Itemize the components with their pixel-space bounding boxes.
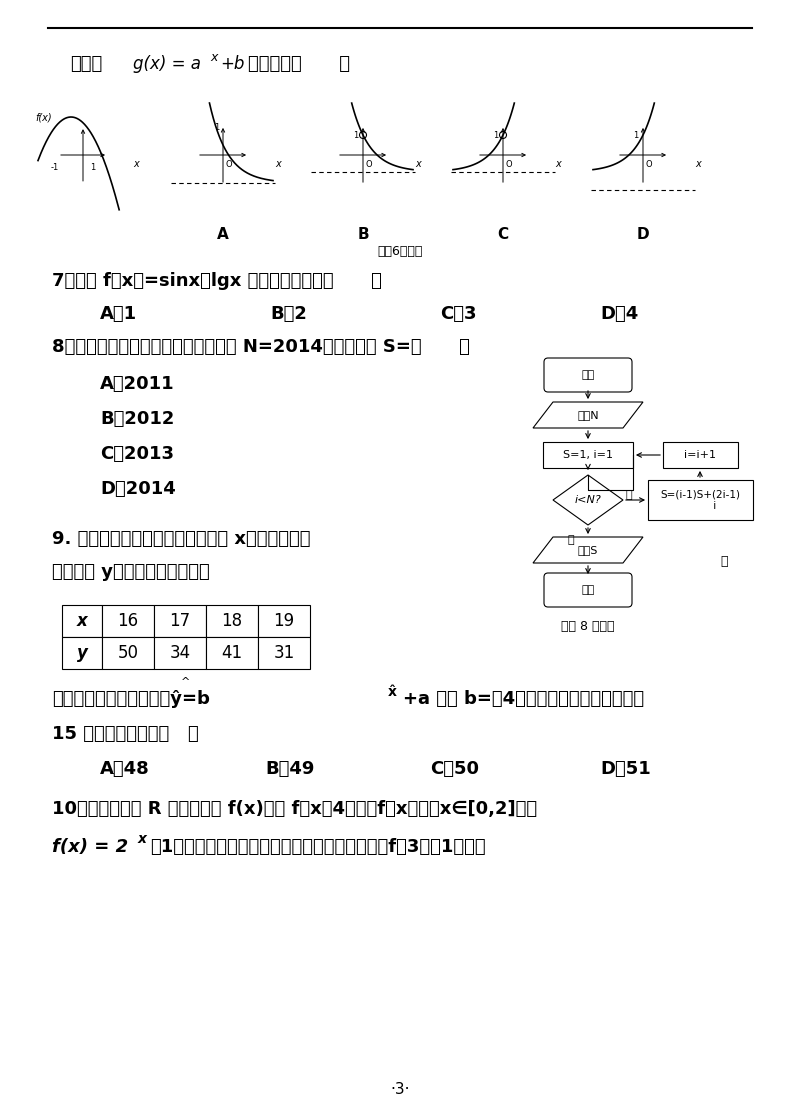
Text: 15 元时，销售量为（   ）: 15 元时，销售量为（ ）: [52, 725, 198, 743]
Text: （第 8 题图）: （第 8 题图）: [562, 620, 614, 633]
Text: 19: 19: [274, 612, 294, 630]
Text: x: x: [415, 160, 421, 170]
Text: 的销售量 y（个）统计如下表：: 的销售量 y（个）统计如下表：: [52, 563, 210, 581]
Text: C: C: [498, 227, 509, 242]
Bar: [543, 442, 633, 468]
Text: 是: 是: [720, 555, 727, 568]
Text: A．2011: A．2011: [100, 375, 174, 393]
Text: A: A: [217, 227, 229, 242]
Bar: [206, 605, 258, 637]
Bar: [62, 637, 102, 669]
Text: 结束: 结束: [582, 585, 594, 595]
Text: －1，甲、乙、丙、丁四位同学有下列结论：甲：f（3）＝1；乙：: －1，甲、乙、丙、丁四位同学有下列结论：甲：f（3）＝1；乙：: [150, 838, 486, 856]
Text: 1: 1: [90, 163, 96, 172]
Text: 输出S: 输出S: [578, 545, 598, 555]
Text: x: x: [555, 160, 561, 170]
Bar: [206, 637, 258, 669]
Text: B: B: [357, 227, 369, 242]
Bar: [647, 480, 753, 520]
Bar: [154, 637, 206, 669]
Text: D．4: D．4: [600, 305, 638, 324]
Bar: [62, 605, 102, 637]
Text: 1: 1: [493, 131, 498, 140]
Text: 的图像是（      ）: 的图像是（ ）: [248, 55, 350, 73]
Text: 18: 18: [222, 612, 242, 630]
Text: 8、执行如图所示的程序框图，输入的 N=2014，则输出的 S=（      ）: 8、执行如图所示的程序框图，输入的 N=2014，则输出的 S=（ ）: [52, 338, 470, 356]
Text: +b: +b: [220, 55, 244, 73]
Text: 1: 1: [353, 131, 358, 140]
Text: i=i+1: i=i+1: [684, 450, 716, 460]
Bar: [258, 605, 310, 637]
Text: y: y: [77, 644, 87, 661]
Text: x: x: [133, 160, 138, 170]
Text: 是: 是: [626, 490, 633, 500]
Text: g(x) = a: g(x) = a: [133, 55, 201, 73]
Text: C．50: C．50: [430, 760, 479, 778]
Text: D．2014: D．2014: [100, 480, 176, 497]
Polygon shape: [533, 537, 643, 563]
Text: f(x) = 2: f(x) = 2: [52, 838, 128, 856]
Text: D: D: [637, 227, 650, 242]
Text: ^: ^: [182, 677, 190, 687]
Text: x: x: [275, 160, 281, 170]
Text: f(x): f(x): [35, 113, 52, 123]
Text: 16: 16: [118, 612, 138, 630]
FancyBboxPatch shape: [544, 573, 632, 607]
Text: x: x: [210, 51, 218, 64]
Text: 31: 31: [274, 644, 294, 661]
Text: 34: 34: [170, 644, 190, 661]
Text: C．3: C．3: [440, 305, 477, 324]
Text: O: O: [226, 160, 233, 170]
Text: 7．函数 f（x）=sinx－lgx 的零点有个数为（      ）: 7．函数 f（x）=sinx－lgx 的零点有个数为（ ）: [52, 271, 382, 290]
Text: O: O: [366, 160, 373, 170]
Polygon shape: [533, 402, 643, 428]
Text: 则函数: 则函数: [70, 55, 102, 73]
Text: 10、已知定义在 R 上的奇函数 f(x)满足 f（x－4）＝－f（x），且x∈[0,2]时，: 10、已知定义在 R 上的奇函数 f(x)满足 f（x－4）＝－f（x），且x∈…: [52, 800, 537, 818]
Text: 41: 41: [222, 644, 242, 661]
Text: （第6题图）: （第6题图）: [378, 245, 422, 258]
Text: ·3·: ·3·: [390, 1083, 410, 1097]
Text: B．2: B．2: [270, 305, 307, 324]
Text: D．51: D．51: [600, 760, 650, 778]
Bar: [662, 442, 738, 468]
Text: O: O: [506, 160, 513, 170]
Text: 50: 50: [118, 644, 138, 661]
Text: 据上表可得回归直线方程ŷ=b: 据上表可得回归直线方程ŷ=b: [52, 690, 210, 708]
Polygon shape: [553, 475, 623, 525]
Text: 9. 某产品在某零售摊位上的零售价 x（元）与每天: 9. 某产品在某零售摊位上的零售价 x（元）与每天: [52, 530, 310, 548]
Text: S=(i-1)S+(2i-1)
         i: S=(i-1)S+(2i-1) i: [660, 490, 740, 511]
Text: A．48: A．48: [100, 760, 150, 778]
Text: x: x: [138, 832, 147, 847]
Text: O: O: [646, 160, 653, 170]
Text: +a 中的 b=－4，据此模型预计零售价定为: +a 中的 b=－4，据此模型预计零售价定为: [403, 690, 644, 708]
Bar: [102, 637, 154, 669]
Bar: [102, 605, 154, 637]
Text: x: x: [77, 612, 87, 630]
Bar: [258, 637, 310, 669]
Text: 1: 1: [214, 123, 219, 132]
Text: 否: 否: [568, 535, 574, 545]
Text: 1: 1: [633, 131, 638, 140]
Text: 17: 17: [170, 612, 190, 630]
Text: B．2012: B．2012: [100, 410, 174, 428]
Text: B．49: B．49: [265, 760, 314, 778]
Text: i<N?: i<N?: [574, 495, 602, 505]
Bar: [154, 605, 206, 637]
Text: -1: -1: [51, 163, 59, 172]
Text: S=1, i=1: S=1, i=1: [563, 450, 613, 460]
Text: C．2013: C．2013: [100, 445, 174, 463]
Text: x̂: x̂: [388, 685, 397, 699]
Text: x: x: [695, 160, 701, 170]
Text: A．1: A．1: [100, 305, 137, 324]
Text: 开始: 开始: [582, 370, 594, 380]
Text: 输入N: 输入N: [577, 410, 599, 420]
FancyBboxPatch shape: [544, 358, 632, 392]
